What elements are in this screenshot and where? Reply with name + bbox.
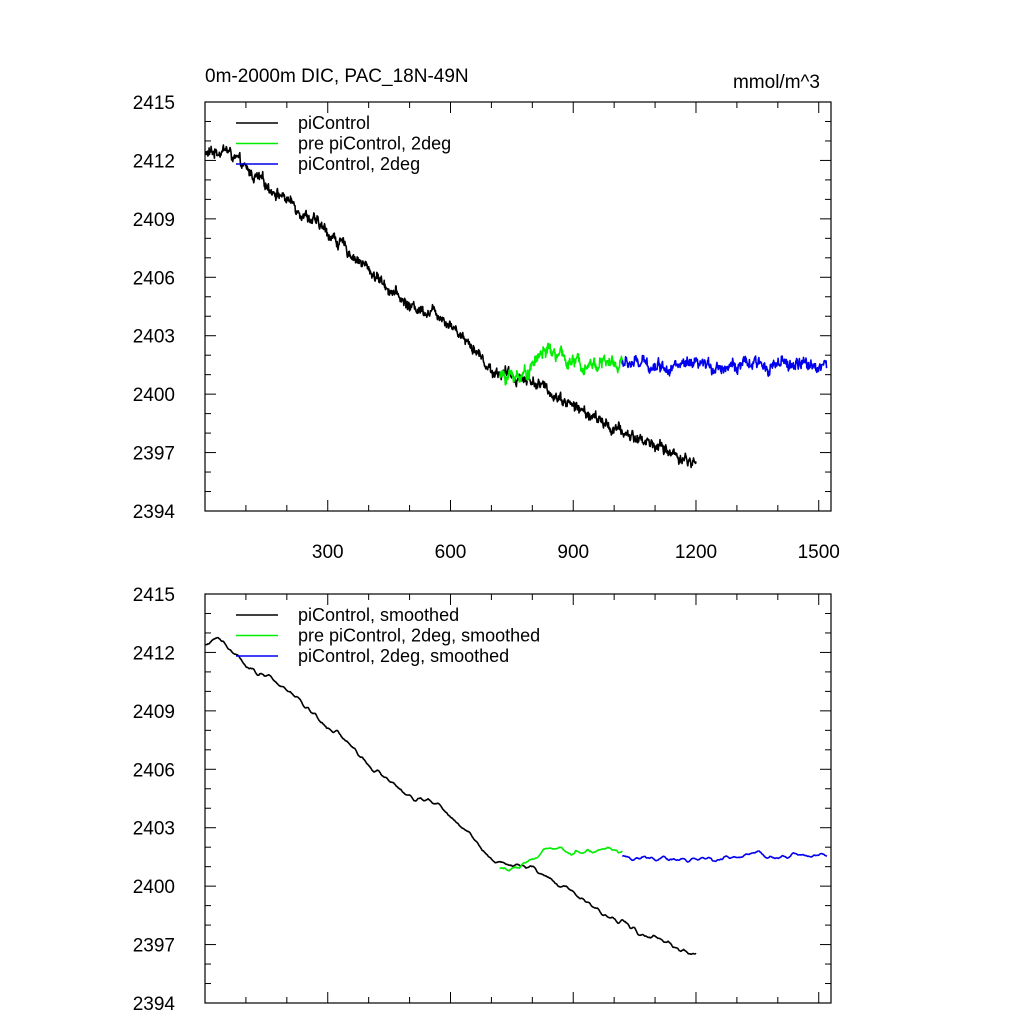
legend-label-1: pre piControl, 2deg <box>298 134 451 154</box>
series-line-1 <box>500 847 623 871</box>
y-tick-label: 2403 <box>133 327 175 348</box>
y-tick-label: 2394 <box>133 502 176 523</box>
chart-title: 0m-2000m DIC, PAC_18N-49N <box>205 66 469 87</box>
series-line-2 <box>622 356 827 377</box>
x-tick-label: 900 <box>557 542 589 563</box>
y-tick-label: 2406 <box>133 760 175 781</box>
series-line-0 <box>205 638 696 955</box>
panel-top: 0m-2000m DIC, PAC_18N-49N mmol/m^3 2394 2… <box>133 66 840 563</box>
x-tick-label: 600 <box>435 542 467 563</box>
y-tick-label: 2400 <box>133 877 175 898</box>
y-tick-label: 2415 <box>133 93 175 114</box>
units-label: mmol/m^3 <box>733 72 820 93</box>
series-layer <box>205 638 827 955</box>
y-tick-label: 2409 <box>133 210 175 231</box>
legend-label-0: piControl, smoothed <box>298 605 459 625</box>
x-tick-label: 300 <box>312 542 344 563</box>
y-tick-label: 2412 <box>133 643 175 664</box>
legend-label-2: piControl, 2deg, smoothed <box>298 646 509 666</box>
legend-label-1: pre piControl, 2deg, smoothed <box>298 626 540 646</box>
y-tick-label: 2397 <box>133 444 175 465</box>
figure: 0m-2000m DIC, PAC_18N-49N mmol/m^3 23942… <box>0 0 1024 1024</box>
legend-label-0: piControl <box>298 113 370 133</box>
y-tick-label: 2415 <box>133 585 175 606</box>
y-tick-label: 2400 <box>133 385 175 406</box>
series-line-2 <box>622 851 827 862</box>
y-tick-label: 2394 <box>133 994 176 1015</box>
y-tick-label: 2412 <box>133 151 175 172</box>
x-tick-label: 1200 <box>675 542 717 563</box>
y-tick-label: 2409 <box>133 702 175 723</box>
y-tick-label: 2397 <box>133 936 175 957</box>
y-tick-label: 2406 <box>133 268 175 289</box>
series-layer <box>205 145 827 468</box>
x-tick-label: 1500 <box>798 542 840 563</box>
y-tick-label: 2403 <box>133 819 175 840</box>
series-line-0 <box>205 145 696 468</box>
legend-label-2: piControl, 2deg <box>298 154 420 174</box>
panel-bottom: 2394 2397 2400 2403 2406 2409 2412 2415 piContr… <box>133 585 831 1015</box>
